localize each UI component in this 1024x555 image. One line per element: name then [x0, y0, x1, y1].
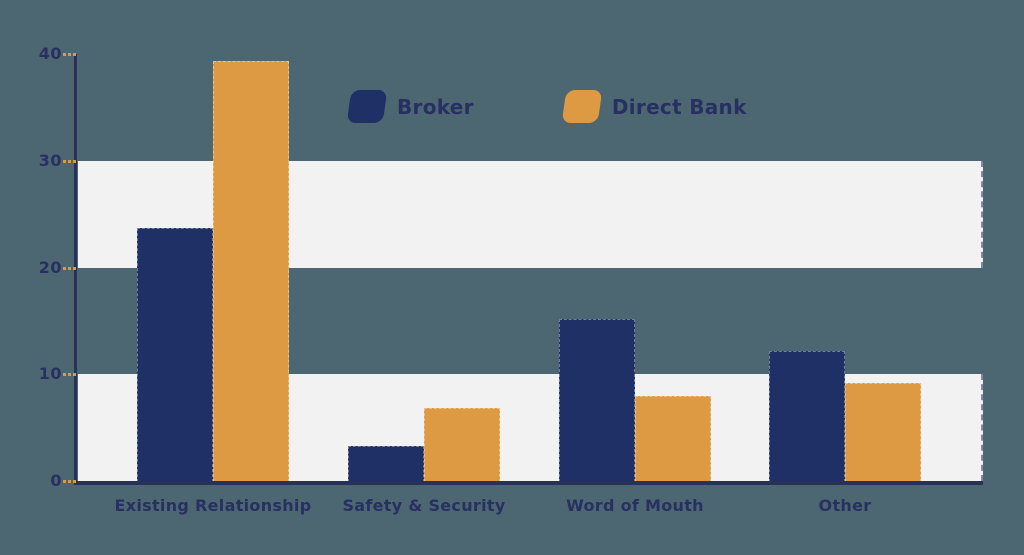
y-tick-label-30: 30 [38, 150, 62, 170]
legend-item-broker: Broker [346, 90, 474, 123]
y-tick-label-20: 20 [38, 257, 62, 277]
bar-broker-other [769, 350, 845, 482]
x-axis-label-existing-relationship: Existing Relationship [114, 496, 312, 515]
legend-item-direct-bank: Direct Bank [561, 90, 747, 123]
y-tick-mark-0 [63, 480, 78, 483]
legend-broker-label: Broker [397, 94, 474, 119]
bar-direct-bank-safety-security [424, 408, 500, 482]
x-axis-label-word-of-mouth: Word of Mouth [566, 496, 704, 515]
bar-broker-safety-security [348, 445, 424, 482]
legend-broker-swatch-icon [346, 90, 388, 123]
x-axis-label-safety-security: Safety & Security [342, 496, 506, 515]
bar-direct-bank-existing-relationship [213, 61, 289, 482]
bar-direct-bank-word-of-mouth [635, 395, 711, 482]
x-axis-label-other: Other [818, 496, 872, 515]
y-tick-label-40: 40 [38, 44, 62, 63]
legend-direct-bank-swatch-icon [561, 90, 603, 123]
bar-direct-bank-other [845, 382, 921, 482]
legend-direct-bank-label: Direct Bank [611, 94, 747, 119]
x-axis-line [74, 481, 983, 485]
legend: Broker Direct Bank [346, 90, 747, 123]
y-tick-mark-30 [63, 159, 78, 163]
y-tick-mark-40 [63, 53, 78, 56]
y-tick-label-10: 10 [38, 364, 62, 384]
y-tick-mark-20 [63, 266, 78, 270]
bar-broker-existing-relationship [137, 228, 213, 482]
bar-broker-word-of-mouth [559, 318, 635, 482]
y-tick-label-0: 0 [50, 471, 62, 490]
y-axis-line [74, 54, 77, 485]
y-tick-mark-10 [63, 373, 78, 377]
